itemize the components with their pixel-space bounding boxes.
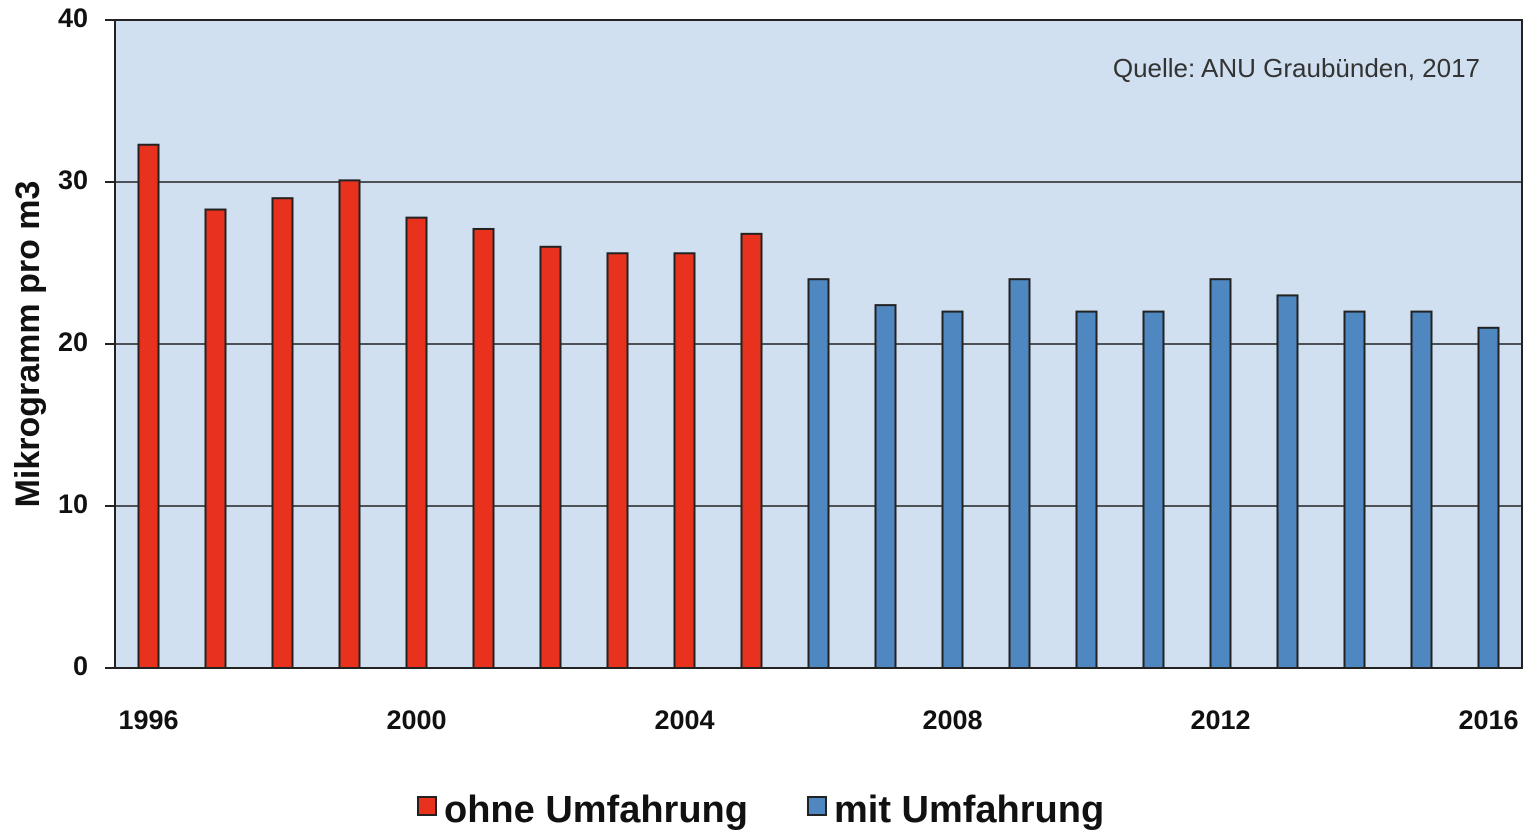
x-tick-label: 1996 <box>118 705 178 735</box>
legend-swatch <box>417 796 437 816</box>
bar <box>338 179 361 669</box>
bar <box>405 216 428 669</box>
bar <box>1075 310 1098 669</box>
x-tick-label: 2004 <box>654 705 714 735</box>
bar <box>472 227 495 669</box>
bar <box>204 208 227 669</box>
bar <box>807 278 830 669</box>
bar <box>606 252 629 669</box>
bar <box>539 245 562 670</box>
x-tick-label: 2016 <box>1458 705 1518 735</box>
x-tick-label: 2008 <box>922 705 982 735</box>
bar <box>1209 278 1232 669</box>
legend-label: mit Umfahrung <box>834 789 1104 831</box>
y-tick-label: 10 <box>58 489 88 519</box>
bar <box>941 310 964 669</box>
legend-swatch <box>806 796 827 816</box>
bar <box>1276 294 1299 669</box>
y-tick-label: 0 <box>73 651 88 681</box>
x-tick-label: 2000 <box>386 705 446 735</box>
y-axis-label: Mikrogramm pro m3 <box>9 181 47 508</box>
bar <box>271 197 294 669</box>
bar <box>1008 278 1031 669</box>
x-tick-label: 2012 <box>1190 705 1250 735</box>
bar <box>1410 310 1433 669</box>
y-tick-label: 30 <box>58 165 88 195</box>
bar <box>1142 310 1165 669</box>
y-tick-label: 40 <box>58 3 88 33</box>
bar <box>137 143 160 670</box>
y-tick-label: 20 <box>58 327 88 357</box>
bar <box>740 232 763 669</box>
bar <box>673 252 696 669</box>
bar <box>874 304 897 669</box>
annotation: Quelle: ANU Graubünden, 2017 <box>1113 53 1480 83</box>
bar <box>1343 310 1366 669</box>
bar <box>1477 326 1500 669</box>
legend-label: ohne Umfahrung <box>444 789 748 831</box>
